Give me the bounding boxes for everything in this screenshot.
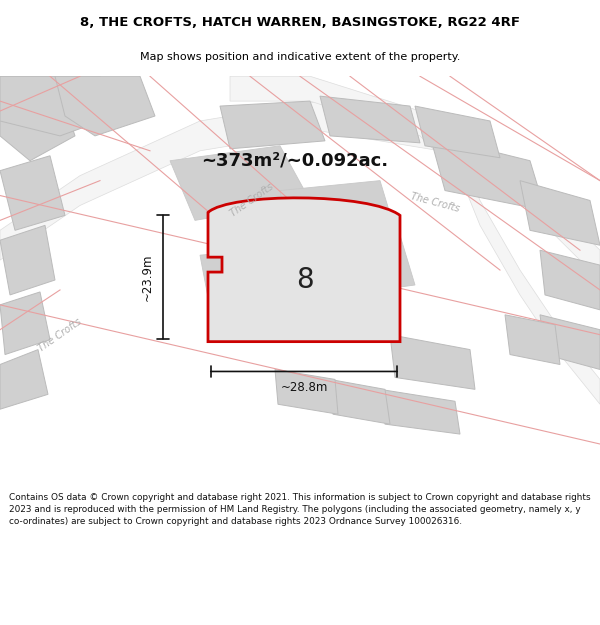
Polygon shape <box>310 235 415 298</box>
Polygon shape <box>380 389 460 434</box>
Text: 8: 8 <box>296 266 314 294</box>
Polygon shape <box>390 334 475 389</box>
Polygon shape <box>505 315 560 364</box>
Polygon shape <box>540 250 600 310</box>
Text: The Crofts: The Crofts <box>229 182 275 219</box>
Text: ~23.9m: ~23.9m <box>140 253 154 301</box>
Polygon shape <box>220 101 325 149</box>
Polygon shape <box>230 76 600 404</box>
Text: Contains OS data © Crown copyright and database right 2021. This information is : Contains OS data © Crown copyright and d… <box>9 493 590 526</box>
Polygon shape <box>0 76 75 161</box>
Polygon shape <box>0 101 600 280</box>
Polygon shape <box>415 106 500 158</box>
Polygon shape <box>170 146 310 221</box>
Text: 8, THE CROFTS, HATCH WARREN, BASINGSTOKE, RG22 4RF: 8, THE CROFTS, HATCH WARREN, BASINGSTOKE… <box>80 16 520 29</box>
PathPatch shape <box>208 198 400 342</box>
Polygon shape <box>200 245 320 308</box>
Polygon shape <box>320 96 420 143</box>
Polygon shape <box>280 181 395 245</box>
Polygon shape <box>0 156 65 231</box>
Polygon shape <box>520 181 600 245</box>
Polygon shape <box>0 349 48 409</box>
Polygon shape <box>0 292 50 354</box>
Polygon shape <box>430 136 545 211</box>
Text: The Crofts: The Crofts <box>37 316 83 353</box>
Text: ~373m²/~0.092ac.: ~373m²/~0.092ac. <box>202 152 389 170</box>
Polygon shape <box>330 379 390 424</box>
Polygon shape <box>0 226 55 295</box>
Polygon shape <box>0 76 115 136</box>
Text: Map shows position and indicative extent of the property.: Map shows position and indicative extent… <box>140 52 460 62</box>
Polygon shape <box>275 369 338 414</box>
Polygon shape <box>55 76 155 136</box>
Text: ~28.8m: ~28.8m <box>280 381 328 394</box>
Polygon shape <box>540 315 600 369</box>
Text: The Crofts: The Crofts <box>409 191 461 214</box>
